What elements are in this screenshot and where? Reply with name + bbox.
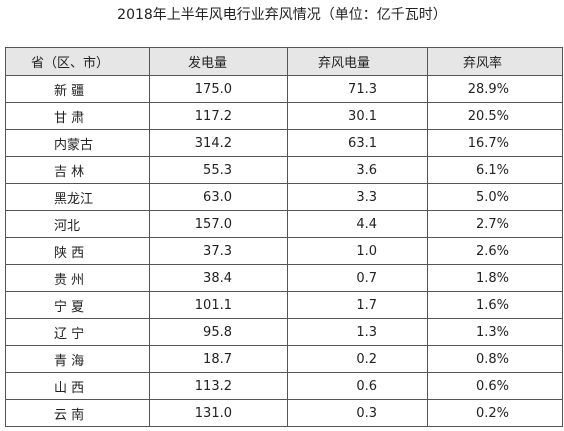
table-cell: 20.5% bbox=[427, 102, 563, 130]
table-cell: 河北 bbox=[5, 210, 150, 238]
table-cell: 4.4 bbox=[287, 210, 428, 238]
table-cell: 内蒙古 bbox=[5, 129, 150, 157]
column-header: 省（区、市） bbox=[5, 47, 150, 76]
table-cell: 0.2% bbox=[427, 399, 563, 427]
table-row: 贵 州 38.4 0.7 1.8% bbox=[5, 264, 563, 292]
table-cell: 陕 西 bbox=[5, 237, 150, 265]
table-cell: 63.0 bbox=[149, 183, 288, 211]
table-cell: 1.0 bbox=[287, 237, 428, 265]
table-cell: 1.7 bbox=[287, 291, 428, 319]
column-header: 弃风率 bbox=[427, 47, 563, 76]
table-cell: 吉 林 bbox=[5, 156, 150, 184]
column-header: 弃风电量 bbox=[287, 47, 428, 76]
table-cell: 2.6% bbox=[427, 237, 563, 265]
table-cell: 314.2 bbox=[149, 129, 288, 157]
table-cell: 云 南 bbox=[5, 399, 150, 427]
column-header: 发电量 bbox=[149, 47, 288, 76]
table-cell: 30.1 bbox=[287, 102, 428, 130]
table-cell: 辽 宁 bbox=[5, 318, 150, 346]
table-cell: 18.7 bbox=[149, 345, 288, 373]
table-cell: 95.8 bbox=[149, 318, 288, 346]
table-cell: 28.9% bbox=[427, 75, 563, 103]
table-cell: 1.6% bbox=[427, 291, 563, 319]
table-row: 云 南 131.0 0.3 0.2% bbox=[5, 399, 563, 427]
table-row: 黑龙江 63.0 3.3 5.0% bbox=[5, 183, 563, 211]
table-cell: 101.1 bbox=[149, 291, 288, 319]
table-cell: 山 西 bbox=[5, 372, 150, 400]
table-cell: 38.4 bbox=[149, 264, 288, 292]
table-cell: 113.2 bbox=[149, 372, 288, 400]
table-cell: 37.3 bbox=[149, 237, 288, 265]
table-cell: 0.3 bbox=[287, 399, 428, 427]
table-row: 宁 夏 101.1 1.7 1.6% bbox=[5, 291, 563, 319]
table-cell: 5.0% bbox=[427, 183, 563, 211]
table-cell: 3.3 bbox=[287, 183, 428, 211]
table-cell: 0.6 bbox=[287, 372, 428, 400]
table-cell: 63.1 bbox=[287, 129, 428, 157]
table-cell: 6.1% bbox=[427, 156, 563, 184]
table-row: 甘 肃 117.2 30.1 20.5% bbox=[5, 102, 563, 130]
table-row: 内蒙古 314.2 63.1 16.7% bbox=[5, 129, 563, 157]
table-row: 辽 宁 95.8 1.3 1.3% bbox=[5, 318, 563, 346]
table-row: 吉 林 55.3 3.6 6.1% bbox=[5, 156, 563, 184]
table: 省（区、市） 发电量 弃风电量 弃风率 新 疆 175.0 71.3 28.9% 甘 肃 117… bbox=[5, 47, 563, 427]
table-body: 新 疆 175.0 71.3 28.9% 甘 肃 117.2 30.1 20.5% 内蒙古 314… bbox=[5, 75, 563, 427]
table-cell: 甘 肃 bbox=[5, 102, 150, 130]
table-cell: 0.2 bbox=[287, 345, 428, 373]
table-cell: 131.0 bbox=[149, 399, 288, 427]
table-cell: 1.3 bbox=[287, 318, 428, 346]
table-cell: 青 海 bbox=[5, 345, 150, 373]
table-cell: 117.2 bbox=[149, 102, 288, 130]
table-cell: 贵 州 bbox=[5, 264, 150, 292]
table-cell: 0.8% bbox=[427, 345, 563, 373]
table-row: 陕 西 37.3 1.0 2.6% bbox=[5, 237, 563, 265]
table-cell: 71.3 bbox=[287, 75, 428, 103]
table-cell: 16.7% bbox=[427, 129, 563, 157]
table-row: 山 西 113.2 0.6 0.6% bbox=[5, 372, 563, 400]
table-cell: 157.0 bbox=[149, 210, 288, 238]
table-cell: 0.6% bbox=[427, 372, 563, 400]
table-row: 河北 157.0 4.4 2.7% bbox=[5, 210, 563, 238]
table-cell: 2.7% bbox=[427, 210, 563, 238]
table-cell: 黑龙江 bbox=[5, 183, 150, 211]
title: 2018年上半年风电行业弃风情况（单位：亿千瓦时） bbox=[117, 7, 447, 23]
table-cell: 1.8% bbox=[427, 264, 563, 292]
header-row: 省（区、市） 发电量 弃风电量 弃风率 bbox=[5, 47, 563, 76]
table-cell: 1.3% bbox=[427, 318, 563, 346]
table-cell: 175.0 bbox=[149, 75, 288, 103]
table-cell: 新 疆 bbox=[5, 75, 150, 103]
table-cell: 55.3 bbox=[149, 156, 288, 184]
table-cell: 0.7 bbox=[287, 264, 428, 292]
table-row: 青 海 18.7 0.2 0.8% bbox=[5, 345, 563, 373]
table-cell: 宁 夏 bbox=[5, 291, 150, 319]
table-cell: 3.6 bbox=[287, 156, 428, 184]
table-row: 新 疆 175.0 71.3 28.9% bbox=[5, 75, 563, 103]
